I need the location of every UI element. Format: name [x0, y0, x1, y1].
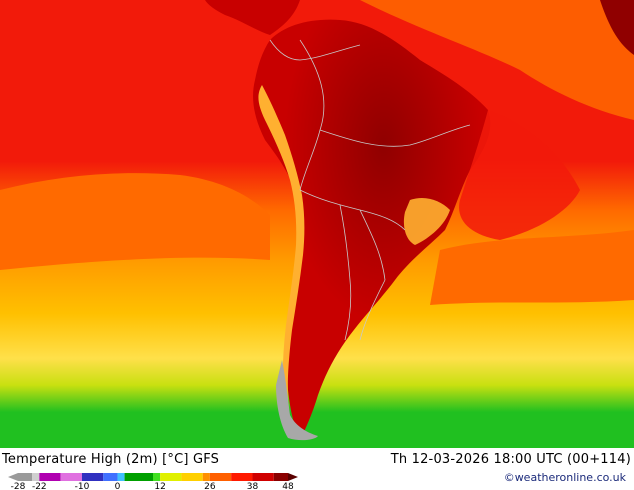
legend-segment — [39, 473, 61, 481]
legend-tick-label: -10 — [75, 482, 90, 490]
legend-tick-label: -28 — [11, 482, 26, 490]
legend-segment — [81, 473, 104, 481]
legend-segment — [18, 473, 33, 481]
legend-segment — [273, 473, 288, 481]
legend-segment — [103, 473, 118, 481]
highlands-patch — [403, 198, 450, 245]
pacific-orange-band — [0, 173, 270, 270]
south-america-land — [253, 19, 491, 440]
legend-tick-label: 12 — [154, 482, 165, 490]
legend-arrow-left — [8, 473, 18, 481]
legend-segment — [60, 473, 82, 481]
legend-tick-label: 38 — [247, 482, 259, 490]
patagonia-tip — [276, 360, 318, 441]
legend-tick-label: 0 — [115, 482, 121, 490]
border-line — [339, 204, 352, 341]
atlantic-orange-band — [430, 230, 634, 305]
central-america — [205, 0, 300, 35]
legend-segment — [181, 473, 203, 481]
credit-link[interactable]: ©weatheronline.co.uk — [503, 471, 626, 484]
legend-segment — [32, 473, 40, 481]
legend-segment — [231, 473, 253, 481]
legend-segment — [252, 473, 274, 481]
africa-coast — [600, 0, 634, 55]
legend-segment — [124, 473, 153, 481]
andes-strip — [258, 85, 305, 400]
legend-tick-label: 26 — [204, 482, 216, 490]
legend-segment — [160, 473, 182, 481]
map-footer: Temperature High (2m) [°C] GFS Th 12-03-… — [0, 448, 634, 490]
border-line — [299, 39, 325, 191]
temperature-map — [0, 0, 634, 448]
atlantic-red-bulge — [459, 110, 580, 240]
legend-segment — [117, 473, 125, 481]
atlantic-north-orange — [360, 0, 634, 120]
country-borders — [269, 39, 471, 341]
valid-time: Th 12-03-2026 18:00 UTC (00+114) — [390, 452, 631, 467]
border-line — [359, 209, 386, 281]
border-line — [319, 124, 471, 147]
legend-arrow-right — [288, 473, 298, 481]
legend-segment — [153, 473, 161, 481]
map-title: Temperature High (2m) [°C] GFS — [2, 452, 220, 467]
color-legend: -28 -22 -10 0 12 26 38 48 — [8, 473, 298, 490]
legend-segment — [209, 473, 232, 481]
legend-segment — [202, 473, 210, 481]
border-line — [359, 279, 386, 341]
border-line — [269, 39, 361, 61]
legend-tick-label: -22 — [32, 482, 47, 490]
legend-tick-label: 48 — [282, 482, 294, 490]
